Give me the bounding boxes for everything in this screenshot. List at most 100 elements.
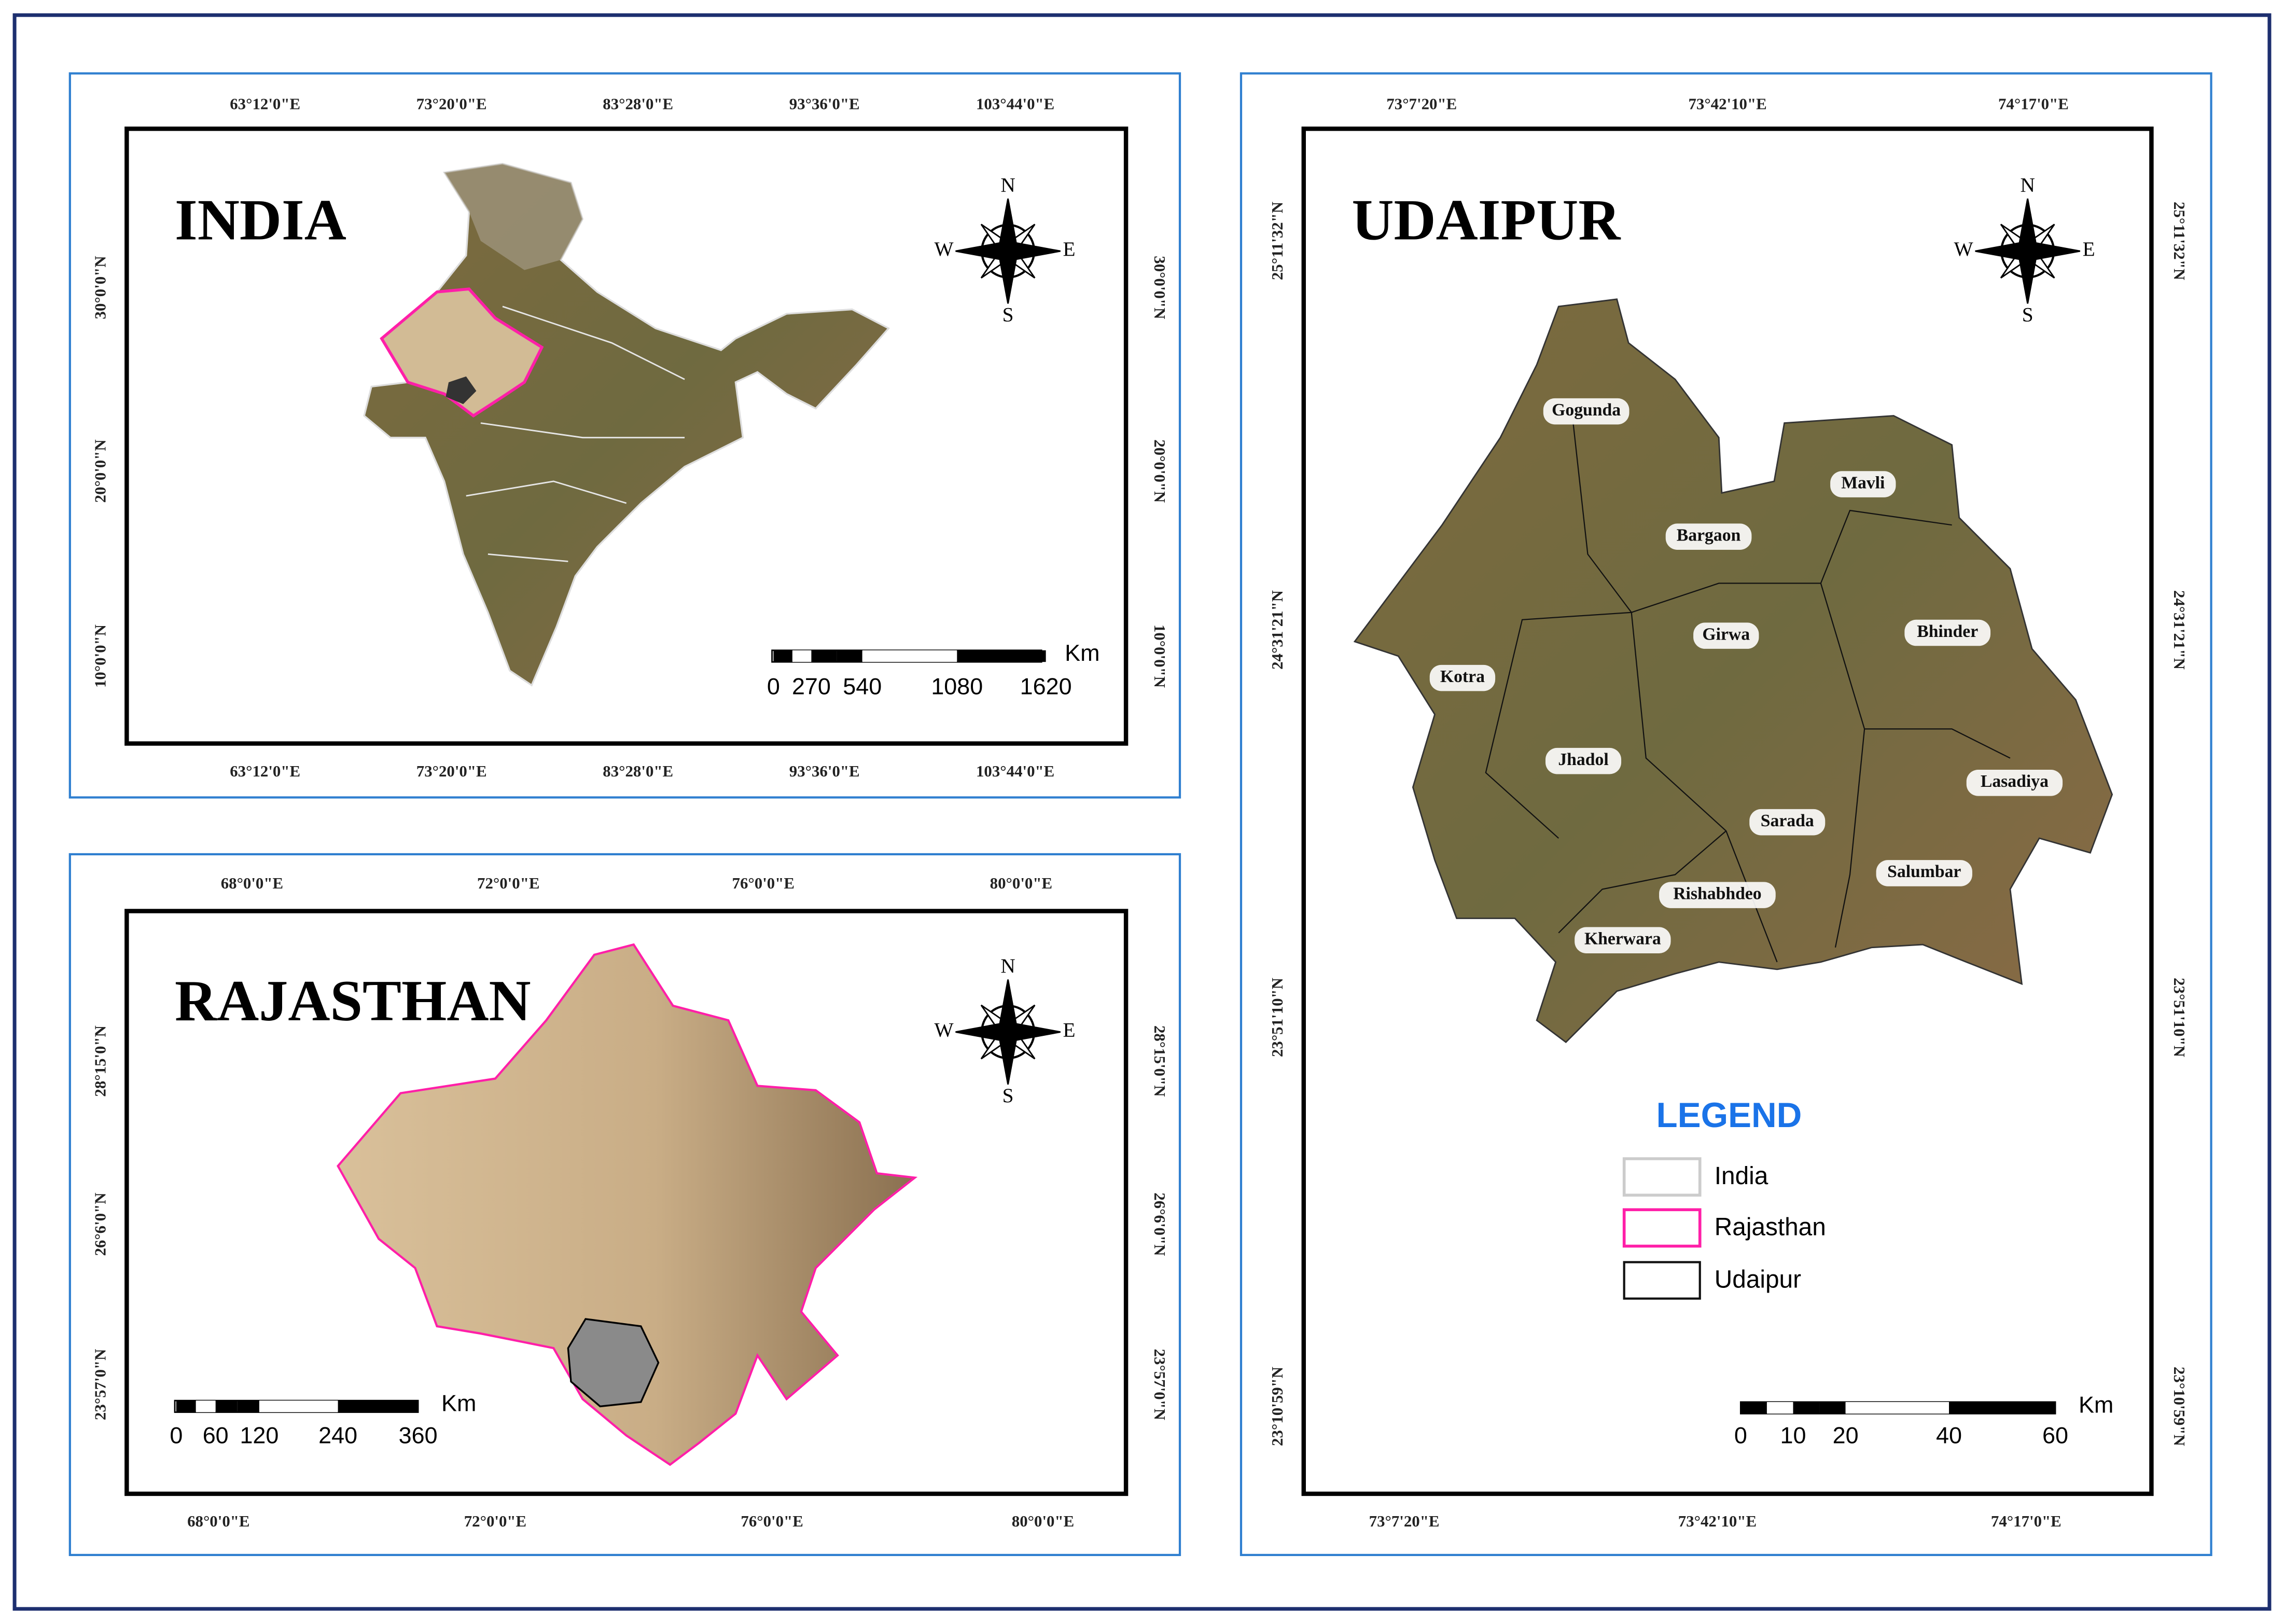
longitude-label: 83°28'0"E xyxy=(603,762,673,780)
block-boundaries xyxy=(1485,423,2011,963)
block-label: Bhinder xyxy=(1917,622,1978,641)
latitude-label: 23°57'0"N xyxy=(91,1349,109,1421)
scale-segment xyxy=(957,650,1046,662)
block-label-box xyxy=(1749,809,1826,836)
latitude-label: 26°6'0"N xyxy=(91,1192,109,1256)
rajasthan-outline xyxy=(337,943,918,1466)
longitude-label: 74°17'0"E xyxy=(1991,1512,2062,1530)
scale-unit: Km xyxy=(2079,1391,2113,1418)
block-label-box xyxy=(1876,860,1972,886)
scale-segment xyxy=(811,650,837,662)
longitude-label: 93°36'0"E xyxy=(789,94,860,113)
block-label-box xyxy=(1693,622,1759,649)
udaipur-outline xyxy=(1353,298,2113,1044)
longitude-label: 63°12'0"E xyxy=(230,94,300,113)
scale-label: 360 xyxy=(399,1422,438,1448)
latitude-label: 25°11'32"N xyxy=(1268,202,1286,280)
himalaya xyxy=(444,163,583,270)
compass-letter: N xyxy=(1000,174,1015,197)
longitude-label: 73°7'20"E xyxy=(1369,1512,1440,1530)
scale-segment xyxy=(176,1400,196,1412)
block-label-box xyxy=(1575,927,1671,953)
latitude-label: 20°0'0"N xyxy=(1151,439,1169,503)
legend-label: Udaipur xyxy=(1715,1266,1801,1294)
scale-segment xyxy=(196,1400,216,1412)
scale-label: 0 xyxy=(767,673,780,700)
scale-label: 0 xyxy=(1734,1422,1747,1448)
longitude-label: 93°36'0"E xyxy=(789,762,860,780)
latitude-label: 23°57'0"N xyxy=(1151,1349,1169,1421)
compass-letter: E xyxy=(2083,238,2095,260)
longitude-label: 76°0'0"E xyxy=(732,874,795,892)
map-title: RAJASTHAN xyxy=(175,969,531,1033)
latitude-label: 28°15'0"N xyxy=(1151,1025,1169,1097)
scale-unit: Km xyxy=(441,1390,476,1417)
map-title: UDAIPUR xyxy=(1352,188,1621,253)
scale-segment xyxy=(773,650,792,662)
block-label-box xyxy=(1429,664,1496,691)
longitude-label: 80°0'0"E xyxy=(990,874,1052,892)
scale-label: 240 xyxy=(318,1422,357,1448)
map-title: INDIA xyxy=(175,188,346,253)
latitude-label: 30°0'0"N xyxy=(1151,256,1169,319)
latitude-label: 23°10'59"N xyxy=(1268,1367,1286,1446)
block-label-box xyxy=(1830,471,1896,497)
scale-segment xyxy=(792,650,812,662)
compass-star xyxy=(955,198,1061,304)
scale-label: 60 xyxy=(2042,1422,2068,1448)
longitude-label: 72°0'0"E xyxy=(477,874,539,892)
state-boundaries xyxy=(466,306,685,562)
block-label: Kherwara xyxy=(1584,929,1661,948)
legend-label: Rajasthan xyxy=(1715,1213,1826,1241)
longitude-label: 73°20'0"E xyxy=(416,94,487,113)
latitude-label: 24°31'21"N xyxy=(2170,590,2189,670)
scale-label: 0 xyxy=(170,1422,183,1448)
scale-segment xyxy=(862,650,957,662)
udaipur-highlight xyxy=(445,376,477,405)
scale-segment xyxy=(837,650,862,662)
legend-swatch xyxy=(1622,1208,1702,1248)
scale-segment xyxy=(237,1400,259,1412)
rajasthan-highlight xyxy=(380,287,544,418)
scale-label: 60 xyxy=(203,1422,229,1448)
longitude-label: 73°42'10"E xyxy=(1678,1512,1757,1530)
longitude-label: 73°42'10"E xyxy=(1688,94,1766,113)
compass-letter: E xyxy=(1063,1019,1076,1042)
panel-frame xyxy=(68,72,1181,799)
scale-label: 1080 xyxy=(931,673,983,700)
block-label: Sarada xyxy=(1761,811,1814,830)
block-label-box xyxy=(1659,882,1776,908)
legend-swatch xyxy=(1622,1157,1702,1197)
block-label-box xyxy=(1545,747,1622,774)
longitude-label: 68°0'0"E xyxy=(221,874,283,892)
scale-segment xyxy=(1740,1402,1767,1414)
compass-letter: S xyxy=(1002,303,1014,326)
longitude-label: 80°0'0"E xyxy=(1012,1512,1074,1530)
scale-label: 40 xyxy=(1936,1422,1962,1448)
longitude-label: 103°44'0"E xyxy=(976,94,1054,113)
scale-unit: Km xyxy=(1065,640,1099,666)
latitude-label: 23°51'10"N xyxy=(1268,978,1286,1057)
scale-label: 10 xyxy=(1780,1422,1806,1448)
compass-letter: E xyxy=(1063,238,1076,260)
block-label: Salumbar xyxy=(1887,862,1961,881)
longitude-label: 72°0'0"E xyxy=(464,1512,526,1530)
udaipur-highlight xyxy=(567,1318,660,1408)
scale-label: 120 xyxy=(240,1422,278,1448)
latitude-label: 26°6'0"N xyxy=(1151,1192,1169,1256)
legend-title: LEGEND xyxy=(1656,1096,1802,1135)
scale-label: 20 xyxy=(1833,1422,1859,1448)
scale-segment xyxy=(338,1400,419,1412)
longitude-label: 73°20'0"E xyxy=(416,762,487,780)
longitude-label: 68°0'0"E xyxy=(187,1512,249,1530)
scale-segment xyxy=(1949,1402,2056,1414)
latitude-label: 24°31'21"N xyxy=(1268,590,1286,670)
compass-rose: N S E W xyxy=(934,954,1075,1107)
scale-segment xyxy=(1793,1402,1820,1414)
longitude-label: 76°0'0"E xyxy=(741,1512,803,1530)
compass-letter: W xyxy=(934,1019,954,1042)
longitude-label: 73°7'20"E xyxy=(1386,94,1457,113)
block-label-box xyxy=(1665,523,1752,550)
latitude-label: 28°15'0"N xyxy=(91,1025,109,1097)
